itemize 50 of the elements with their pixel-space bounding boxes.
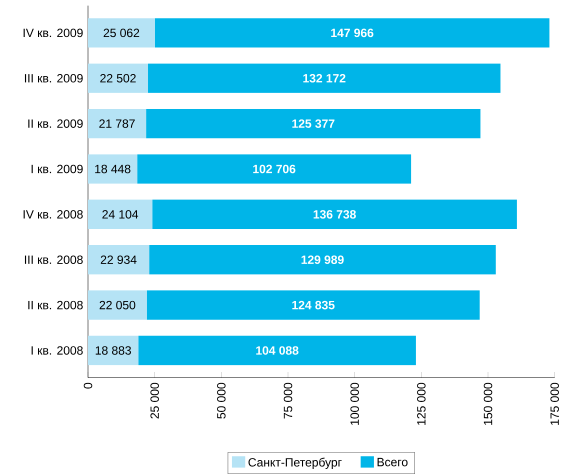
y-tick-label: I кв. 2009 [32, 164, 83, 174]
bar [146, 290, 480, 320]
data-label: 22 050 [100, 300, 136, 310]
bar [148, 64, 500, 93]
bar [88, 64, 148, 93]
bar [146, 108, 480, 138]
data-label: 147 966 [331, 28, 374, 38]
data-label: 21 787 [99, 119, 135, 128]
data-label: 132 172 [303, 74, 346, 82]
bar [149, 245, 496, 274]
x-tick-label: 75 000 [284, 382, 292, 418]
bar [88, 154, 138, 184]
bar [152, 200, 517, 229]
x-tick-label: 50 000 [217, 382, 226, 419]
y-tick-label: I кв. 2008 [32, 346, 83, 355]
data-label: 24 104 [102, 210, 138, 219]
x-tick-label: 125 000 [417, 382, 426, 425]
y-tick-label: II кв. 2009 [28, 119, 83, 128]
data-label: 102 706 [253, 164, 296, 174]
data-label: 136 738 [314, 210, 356, 219]
y-tick-label: II кв. 2008 [28, 300, 83, 310]
y-tick-label: III кв. 2009 [24, 74, 83, 82]
data-label: 25 062 [104, 28, 140, 38]
bar [88, 290, 147, 320]
bar [88, 200, 152, 229]
data-label: 129 989 [302, 255, 344, 264]
bar [88, 108, 146, 138]
y-tick-label: III кв. 2008 [24, 255, 83, 264]
x-tick-label: 150 000 [484, 382, 492, 425]
bar [138, 336, 416, 366]
x-tick-label: 100 000 [350, 382, 359, 425]
legend-label: Санкт-Петербург [248, 458, 342, 469]
bar [88, 336, 138, 366]
x-tick-label: 25 000 [150, 382, 159, 418]
data-label: 22 502 [100, 74, 136, 82]
data-label: 18 883 [96, 346, 131, 355]
legend-label: Всего [378, 458, 408, 466]
y-tick-label: IV кв. 2009 [24, 28, 83, 38]
data-label: 124 835 [292, 300, 335, 310]
bar [88, 245, 150, 274]
bar [137, 154, 412, 184]
x-tick-label: 0 [84, 382, 92, 389]
bar [88, 18, 155, 48]
data-label: 104 088 [256, 346, 298, 355]
y-tick-label: IV кв. 2008 [24, 210, 83, 219]
x-tick-label: 175 000 [550, 382, 559, 425]
data-label: 18 448 [95, 164, 130, 174]
data-label: 22 934 [100, 255, 137, 264]
data-label: 125 377 [292, 119, 334, 128]
bar [154, 18, 550, 48]
